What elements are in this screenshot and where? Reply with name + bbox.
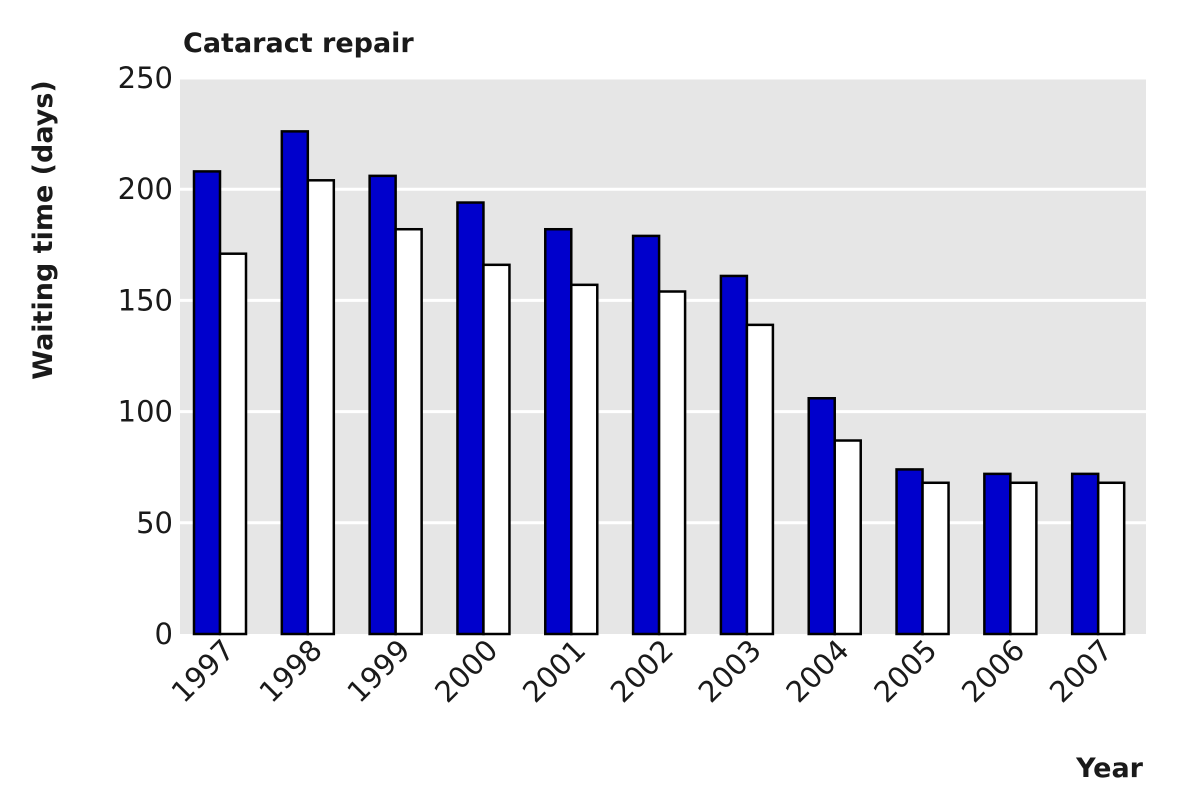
- chart-title: Cataract repair: [183, 28, 414, 59]
- y-tick-label: 200: [118, 172, 173, 206]
- bar-2004-series-1: [807, 397, 836, 636]
- bar-2006-series-2: [1009, 481, 1038, 636]
- x-tick-label: 2001: [516, 633, 592, 709]
- bar-2006-series-1: [983, 472, 1012, 636]
- x-axis-ticks: 1997 1998 1999 2000 2001 2002 2003 2004 2005 2006…: [165, 633, 1119, 709]
- x-tick-label: 2007: [1043, 633, 1119, 709]
- x-tick-label: 1997: [165, 633, 241, 709]
- bar-1998-series-2: [306, 179, 336, 636]
- x-tick-label: 2004: [779, 633, 855, 709]
- bar-1997-series-1: [192, 170, 222, 636]
- x-tick-label: 2005: [867, 633, 943, 709]
- bar-2005-series-1: [895, 468, 924, 636]
- bar-2002-series-2: [657, 290, 687, 636]
- x-tick-label: 1999: [340, 633, 416, 709]
- bar-2003-series-2: [745, 323, 775, 636]
- y-tick-label: 100: [118, 395, 173, 429]
- x-tick-label: 2006: [955, 633, 1031, 709]
- x-tick-label: 1998: [253, 633, 329, 709]
- bar-1999-series-1: [368, 174, 397, 636]
- y-tick-label: 0: [155, 617, 173, 651]
- bar-2007-series-1: [1070, 472, 1100, 636]
- x-tick-label: 2003: [692, 633, 768, 709]
- y-tick-label: 50: [136, 506, 173, 540]
- bar-2003-series-1: [719, 274, 749, 636]
- y-tick-label: 250: [118, 61, 173, 95]
- x-tick-label: 2002: [604, 633, 680, 709]
- bar-2004-series-2: [833, 439, 862, 636]
- bar-2000-series-2: [482, 263, 511, 636]
- y-axis-title: Waiting time (days): [28, 80, 59, 379]
- bar-2001-series-1: [544, 227, 573, 636]
- y-tick-label: 150: [118, 283, 173, 317]
- bar-2002-series-1: [631, 234, 661, 636]
- x-tick-label: 2000: [428, 633, 504, 709]
- bar-2001-series-2: [570, 283, 599, 636]
- bar-1998-series-1: [280, 130, 310, 636]
- bars: [192, 130, 1126, 636]
- bar-2007-series-2: [1096, 481, 1126, 636]
- x-axis-title: Year: [1075, 753, 1144, 781]
- bar-2005-series-2: [921, 481, 950, 636]
- bar-1997-series-2: [218, 252, 248, 636]
- bar-1999-series-2: [394, 227, 423, 636]
- bar-2000-series-1: [456, 201, 485, 636]
- y-axis-ticks: 0 50 100 150 200 250: [118, 61, 173, 651]
